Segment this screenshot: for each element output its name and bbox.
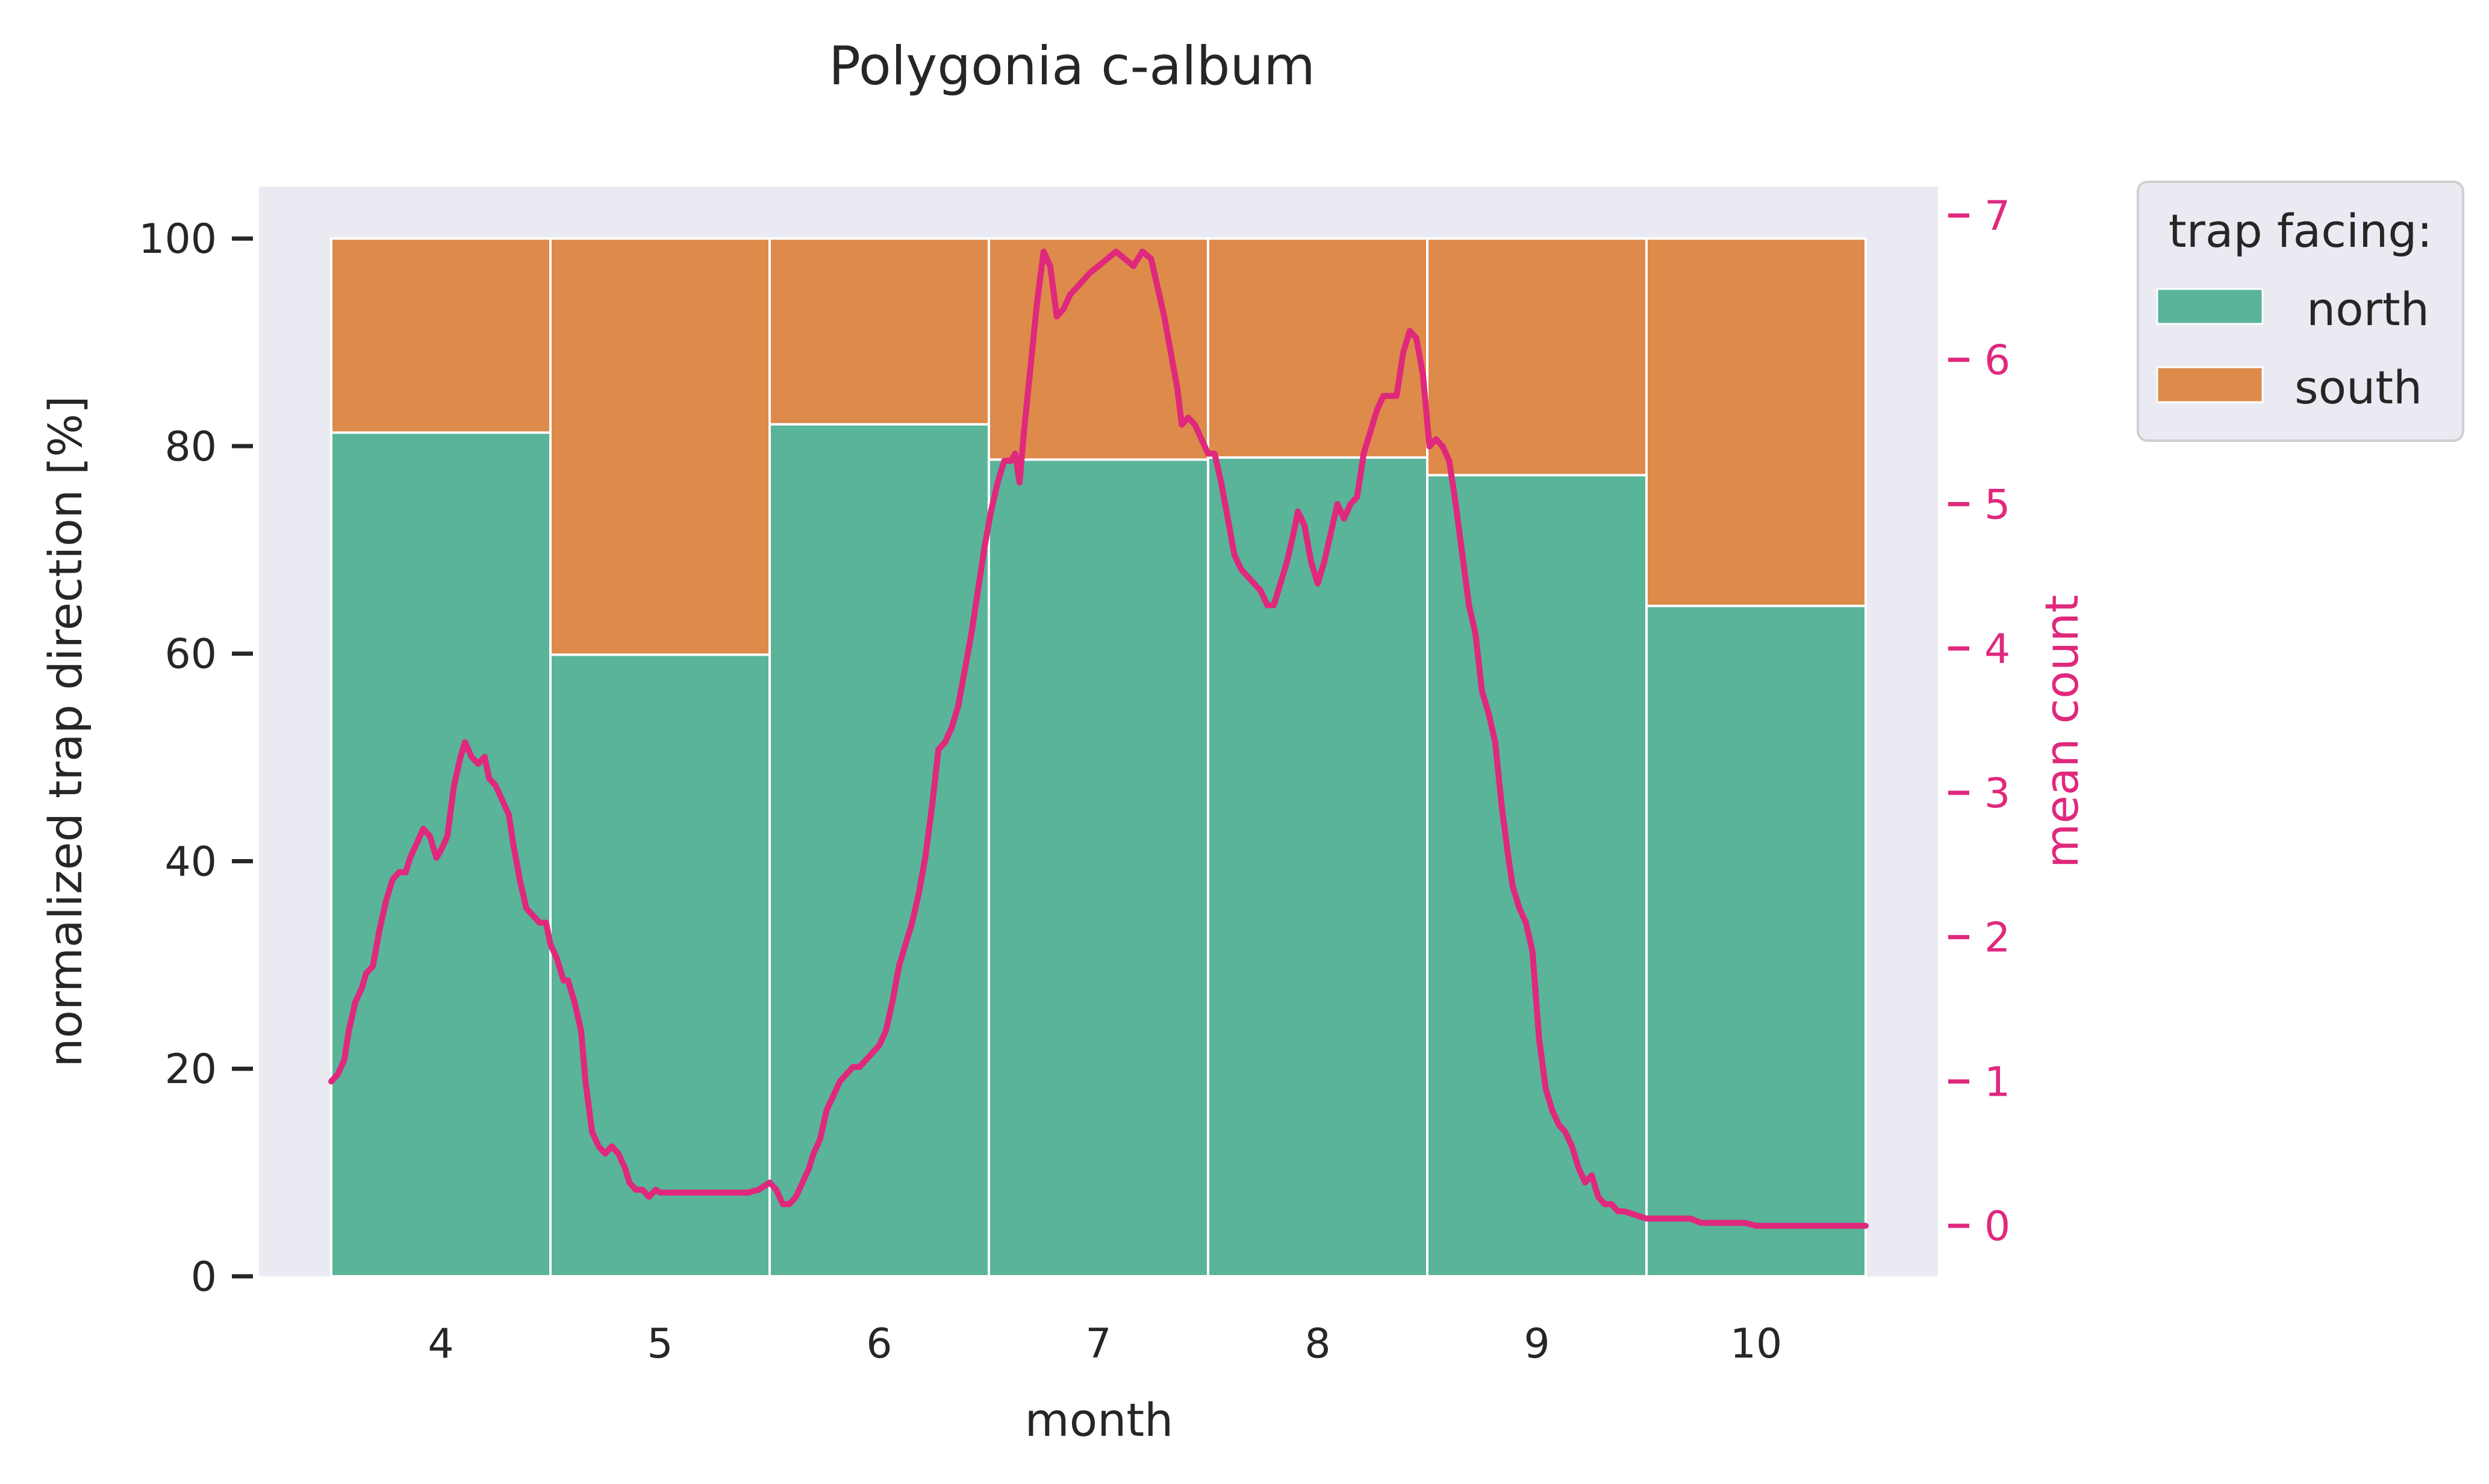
x-tick-label-7: 7: [1085, 1320, 1111, 1368]
x-tick-label-5: 5: [647, 1320, 673, 1368]
bar-north-8: [1207, 456, 1428, 1278]
x-tick-label-6: 6: [866, 1320, 892, 1368]
x-axis: 4 5 6 7 8 9 10: [428, 1320, 1782, 1368]
right-axis-label: mean count: [2035, 595, 2089, 868]
legend-swatch-south: [2156, 366, 2264, 403]
x-axis-label: month: [1025, 1393, 1174, 1447]
bar-south-6: [768, 237, 990, 426]
bar-north-7: [988, 458, 1209, 1278]
x-tick-label-10: 10: [1730, 1320, 1783, 1368]
right-tick-label-1: 1: [1984, 1058, 2010, 1106]
chart-title: Polygonia c-album: [829, 35, 1315, 97]
bar-north-6: [768, 423, 990, 1278]
bar-south-4: [330, 237, 552, 434]
y-tick-label-0: 0: [191, 1253, 217, 1301]
y-tick-label-20: 20: [164, 1046, 217, 1093]
line-layer: [328, 248, 1869, 1229]
legend-swatch-north: [2156, 288, 2264, 325]
x-tick-label-8: 8: [1304, 1320, 1330, 1368]
bar-south-9: [1426, 237, 1648, 477]
bars-layer: [330, 237, 1867, 1278]
bar-south-8: [1207, 237, 1428, 459]
x-tick-label-9: 9: [1524, 1320, 1550, 1368]
right-tick-label-4: 4: [1984, 626, 2010, 673]
legend-label-south: south: [2294, 361, 2422, 414]
bar-north-5: [549, 653, 771, 1278]
y-tick-label-80: 80: [164, 423, 217, 471]
y-tick-label-60: 60: [164, 631, 217, 678]
right-tick-label-7: 7: [1984, 193, 2010, 240]
legend-title: trap facing:: [2169, 204, 2432, 258]
y-tick-label-40: 40: [164, 838, 217, 886]
bar-north-10: [1645, 604, 1867, 1278]
legend-label-north: north: [2307, 282, 2429, 336]
y-tick-label-100: 100: [139, 216, 217, 263]
left-axis: 0 20 40 60 80 100: [139, 216, 253, 1301]
right-axis: 0 1 2 3 4 5 6 7: [1938, 187, 2010, 1276]
right-tick-label-3: 3: [1984, 770, 2010, 818]
bar-south-10: [1645, 237, 1867, 607]
legend: trap facing: north south: [2137, 181, 2464, 442]
right-tick-label-6: 6: [1984, 337, 2010, 385]
right-tick-label-2: 2: [1984, 914, 2010, 962]
x-tick-label-4: 4: [428, 1320, 453, 1368]
mean-count-line: [328, 248, 1869, 1229]
bar-north-9: [1426, 474, 1648, 1278]
bar-south-5: [549, 237, 771, 656]
y-axis-label: normalized trap direction [%]: [39, 396, 92, 1067]
right-tick-label-0: 0: [1984, 1203, 2010, 1250]
right-tick-label-5: 5: [1984, 481, 2010, 529]
